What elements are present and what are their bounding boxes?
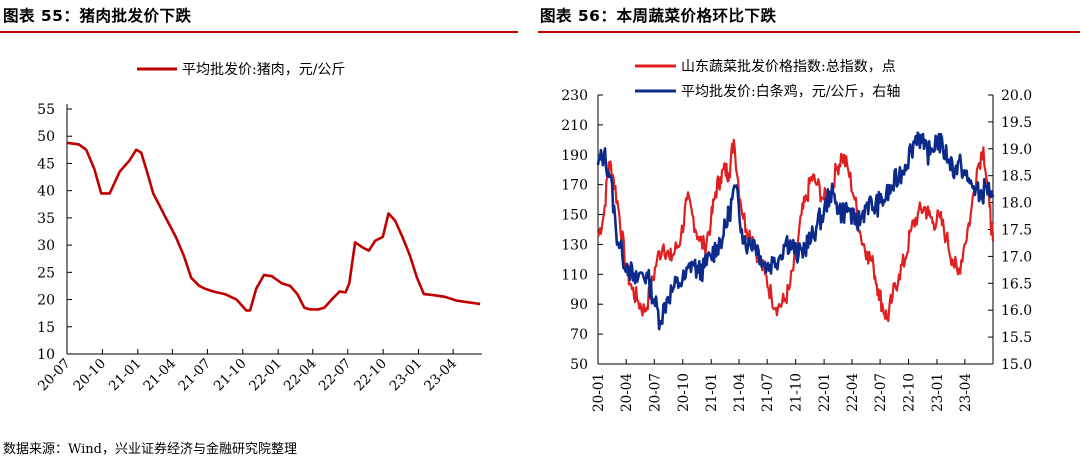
left-x-tick-label: 23-04: [421, 356, 460, 395]
right-y-tick-label: 230: [561, 88, 588, 104]
right-x-tick-label: 22-07: [873, 373, 889, 412]
right-y2-tick-label: 16.0: [1001, 303, 1032, 319]
left-y-tick-label: 40: [37, 184, 55, 200]
left-y-tick-label: 15: [37, 320, 55, 336]
left-title-rule: [0, 31, 518, 33]
right-y2-tick-label: 16.5: [1001, 276, 1032, 292]
source-note: 数据来源：Wind，兴业证券经济与金融研究院整理: [3, 442, 297, 457]
left-x-tick-label: 23-01: [387, 356, 426, 395]
right-y-tick-label: 190: [561, 148, 588, 164]
right-y2-tick-label: 15.0: [1001, 357, 1032, 373]
left-y-tick-label: 50: [37, 129, 55, 145]
vegetable-index-line: [596, 138, 995, 323]
left-y-tick-label: 30: [37, 238, 55, 254]
right-chart: 山东蔬菜批发价格指数:总指数，点 平均批发价:白条鸡，元/公斤，右轴 50 70 9…: [561, 59, 1032, 412]
right-y-tick-label: 210: [561, 118, 588, 134]
right-x-tick-label: 23-01: [930, 373, 946, 412]
right-y-tick-label: 90: [570, 297, 588, 313]
right-x-tick-label: 20-07: [647, 373, 663, 412]
right-y2-tick-label: 17.5: [1001, 223, 1032, 239]
left-y-tick-label: 10: [37, 347, 55, 363]
right-y2-tick-label: 18.0: [1001, 196, 1032, 212]
right-y2-tick-label: 17.0: [1001, 249, 1032, 265]
left-x-tick-label: 22-04: [281, 356, 320, 395]
left-y-tick-label: 25: [37, 265, 55, 281]
right-y2-tick-label: 18.5: [1001, 169, 1032, 185]
right-y-tick-label: 130: [561, 237, 588, 253]
left-x-tick-label: 20-10: [70, 356, 109, 395]
right-y2-tick-label: 15.5: [1001, 330, 1032, 346]
right-x-tick-label: 23-04: [958, 373, 974, 412]
right-title-rule: [538, 31, 1080, 33]
left-legend: 平均批发价:猪肉，元/公斤: [137, 62, 345, 78]
pork-price-line: [66, 141, 481, 312]
left-chart-title: 图表 55：猪肉批发价下跌: [3, 7, 192, 25]
right-x-tick-label: 22-04: [845, 373, 861, 412]
left-y-tick-label: 55: [37, 102, 55, 118]
right-x-tick-label: 21-04: [732, 373, 748, 412]
left-y-ticks: 10 15 20 25 30 35 40 45 50 55: [37, 102, 72, 363]
legend-label-pork: 平均批发价:猪肉，元/公斤: [182, 62, 345, 78]
right-x-tick-label: 21-10: [789, 373, 805, 412]
right-x-tick-label: 21-07: [760, 373, 776, 412]
right-y-ticks-left: 50 70 90 110 130 150 170 190 210 230: [561, 88, 603, 373]
right-legend: 山东蔬菜批发价格指数:总指数，点 平均批发价:白条鸡，元/公斤，右轴: [635, 59, 900, 100]
left-y-tick-label: 35: [37, 211, 55, 227]
left-y-tick-label: 45: [37, 156, 55, 172]
right-x-tick-label: 20-04: [619, 373, 635, 412]
right-y-tick-label: 70: [570, 327, 588, 343]
chicken-price-line: [596, 131, 995, 331]
left-x-tick-label: 21-04: [140, 356, 179, 395]
right-x-tick-label: 20-01: [591, 373, 607, 412]
left-y-tick-label: 20: [37, 293, 55, 309]
right-y2-tick-label: 19.5: [1001, 115, 1032, 131]
legend-label-veg: 山东蔬菜批发价格指数:总指数，点: [681, 59, 896, 75]
left-x-tick-label: 22-10: [351, 356, 390, 395]
right-chart-title: 图表 56：本周蔬菜价格环比下跌: [540, 7, 777, 25]
left-x-tick-label: 21-01: [106, 356, 145, 395]
left-x-tick-label: 21-10: [211, 356, 250, 395]
left-x-tick-label: 21-07: [175, 356, 214, 395]
left-x-ticks: 20-0720-1021-0121-0421-0721-1022-0122-04…: [35, 349, 460, 394]
right-y-tick-label: 170: [561, 178, 588, 194]
right-x-tick-label: 22-01: [817, 373, 833, 412]
right-x-tick-label: 20-10: [676, 373, 692, 412]
right-y-tick-label: 110: [561, 267, 588, 283]
left-x-tick-label: 22-07: [316, 356, 355, 395]
legend-label-chicken: 平均批发价:白条鸡，元/公斤，右轴: [681, 83, 900, 100]
right-y-tick-label: 50: [570, 357, 588, 373]
right-y-ticks-right: 15.0 15.5 16.0 16.5 17.0 17.5 18.0 18.5 19.0 19.5…: [988, 88, 1032, 373]
right-x-tick-label: 22-10: [902, 373, 918, 412]
right-y2-tick-label: 20.0: [1001, 88, 1032, 104]
right-y-tick-label: 150: [561, 208, 588, 224]
left-x-tick-label: 22-01: [246, 356, 285, 395]
right-x-ticks: 20-01 20-04 20-07 20-10 21-01 21-04 21-07 21-10…: [591, 359, 974, 412]
right-x-tick-label: 21-01: [704, 373, 720, 412]
right-y2-tick-label: 19.0: [1001, 142, 1032, 158]
